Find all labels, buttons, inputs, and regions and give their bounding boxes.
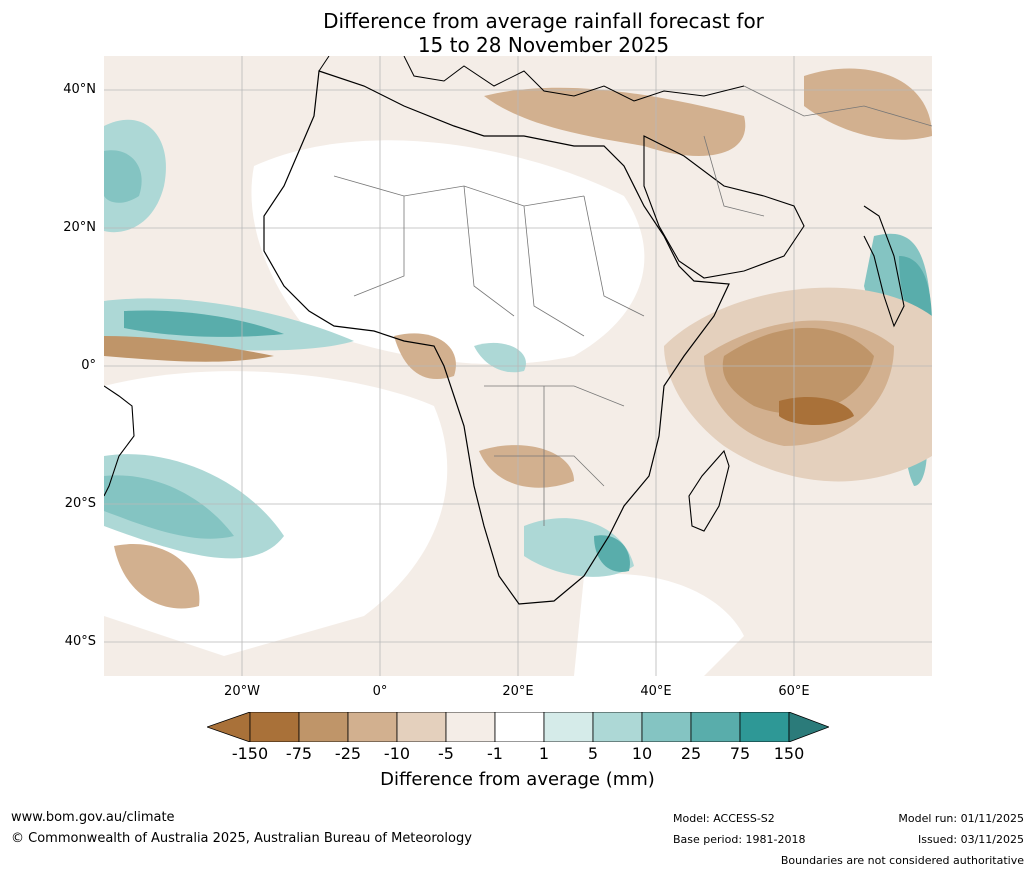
legend-tick: -5 (438, 744, 454, 763)
border-line-10 (743, 85, 932, 127)
lat-label-40s: 40°S (64, 634, 96, 649)
copyright-text: © Commonwealth of Australia 2025, Austra… (11, 831, 472, 846)
border-line-7 (494, 455, 605, 487)
rainfall-map (104, 56, 932, 676)
legend-tick: -25 (334, 744, 362, 763)
south-america-coastline (104, 385, 135, 497)
dry-anomaly-gulf-of-guinea (104, 336, 274, 362)
legend-colorbar (207, 712, 829, 742)
border-line-2 (353, 196, 405, 297)
sahara-average-area (251, 140, 645, 365)
base-period: Base period: 1981-2018 (673, 833, 806, 846)
website-link[interactable]: www.bom.gov.au/climate (11, 810, 175, 825)
border-line-6 (484, 385, 625, 407)
lon-label-60e: 60°E (778, 684, 810, 699)
legend-swatch (445, 712, 496, 742)
graticule (104, 56, 932, 676)
lat-label-20s: 20°S (64, 496, 96, 511)
legend-swatch (592, 712, 643, 742)
legend-swatch (641, 712, 692, 742)
boundary-disclaimer: Boundaries are not considered authoritat… (780, 854, 1024, 867)
map-title: Difference from average rainfall forecas… (0, 9, 1035, 57)
legend-swatch (249, 712, 300, 742)
model-name: Model: ACCESS-S2 (673, 812, 775, 825)
border-line-9 (703, 135, 765, 217)
wet-anomaly-itcz-core (124, 310, 284, 337)
legend-title: Difference from average (mm) (380, 769, 655, 790)
lon-label-20w: 20°W (224, 684, 260, 699)
border-line-5 (583, 195, 645, 317)
southern-ocean-average-area (574, 574, 744, 676)
legend-swatch-below-min (207, 712, 251, 742)
legend-swatch (739, 712, 790, 742)
legend-tick: -75 (285, 744, 313, 763)
legend-tick: 1 (538, 744, 550, 763)
dry-anomaly-indian-ocean-core (779, 396, 854, 425)
lat-label-equator: 0° (81, 358, 96, 373)
wet-anomaly-south-atlantic-core (104, 475, 234, 539)
europe-coastline (318, 56, 745, 102)
legend-tick: -150 (231, 744, 269, 763)
title-line-2: 15 to 28 November 2025 (417, 33, 670, 57)
title-line-1: Difference from average rainfall forecas… (323, 9, 764, 33)
dry-anomaly-central-asia (804, 68, 932, 140)
lat-label-40n: 40°N (63, 82, 96, 97)
dry-anomaly-indian-ocean-strong (722, 327, 874, 414)
wet-anomaly-north-atlantic-core (104, 150, 142, 203)
legend-swatch (543, 712, 594, 742)
legend-swatch (347, 712, 398, 742)
legend-swatch (690, 712, 741, 742)
legend-swatch (298, 712, 349, 742)
country-borders (333, 85, 932, 526)
legend-tick: -10 (383, 744, 411, 763)
legend-swatch (494, 712, 545, 742)
border-line-4 (523, 205, 585, 337)
model-run-date: Model run: 01/11/2025 (898, 812, 1024, 825)
issued-date: Issued: 03/11/2025 (917, 833, 1024, 846)
legend-tick: 25 (680, 744, 702, 763)
dry-anomaly-central-africa (394, 333, 456, 380)
border-line-3 (463, 185, 515, 317)
legend-tick: 10 (631, 744, 653, 763)
legend-tick: 75 (729, 744, 751, 763)
map-canvas (104, 56, 932, 676)
dry-anomaly-mediterranean (484, 87, 746, 156)
lon-label-0: 0° (372, 684, 388, 699)
legend-tick: -1 (487, 744, 503, 763)
lon-label-20e: 20°E (502, 684, 534, 699)
africa-coastline (263, 70, 730, 605)
wet-anomaly-congo (474, 342, 526, 373)
legend-swatch-above-max (788, 712, 829, 742)
wet-anomaly-arabian-sea-core (899, 256, 932, 327)
madagascar-coastline (688, 449, 730, 532)
legend-tick: 5 (587, 744, 599, 763)
wet-anomaly-south-africa-core (594, 535, 630, 572)
lon-label-40e: 40°E (640, 684, 672, 699)
lat-label-20n: 20°N (63, 220, 96, 235)
legend-swatch (396, 712, 447, 742)
arabia-coastline (643, 135, 805, 279)
dry-anomaly-south-atlantic (114, 544, 200, 609)
india-coastline (863, 205, 905, 328)
legend-tick: 150 (773, 744, 805, 763)
